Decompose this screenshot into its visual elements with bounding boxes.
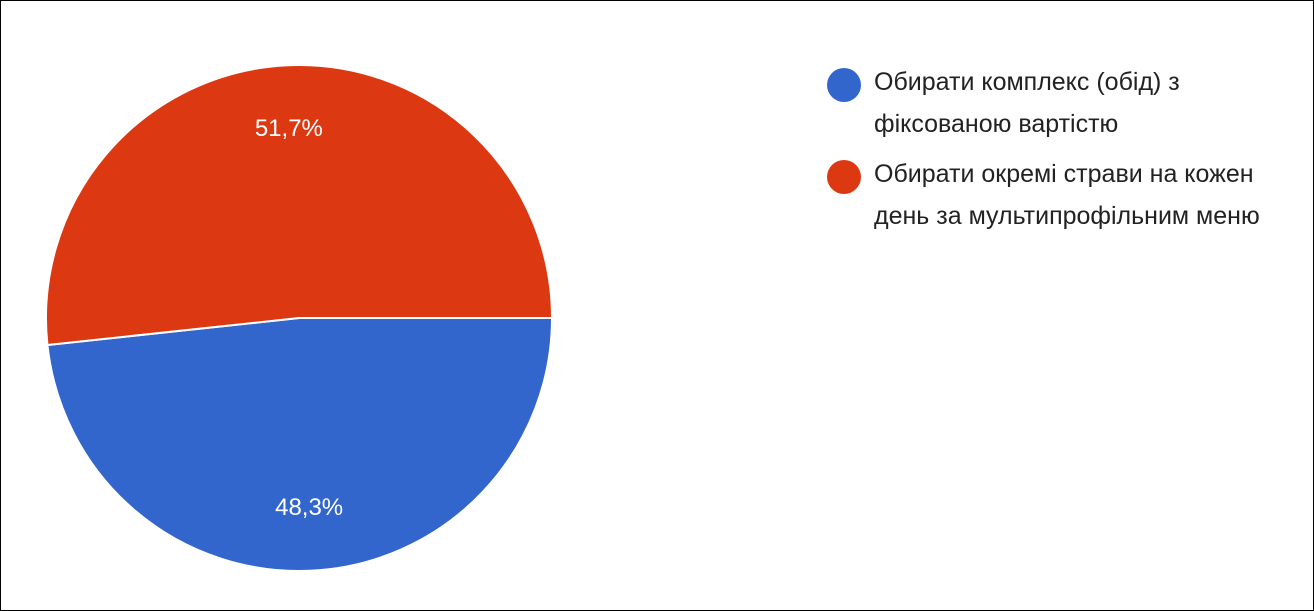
legend: Обирати комплекс (обід) з фіксованою вар… [827, 61, 1307, 245]
legend-swatch-fixed-complex [827, 68, 861, 102]
legend-item-fixed-complex[interactable]: Обирати комплекс (обід) з фіксованою вар… [827, 61, 1307, 145]
slice-separate-dishes[interactable] [45, 64, 554, 347]
legend-label-separate-dishes: Обирати окремі страви на кожен день за м… [874, 160, 1260, 230]
slice-fixed-complex[interactable] [46, 317, 554, 572]
legend-swatch-separate-dishes [827, 160, 861, 194]
slice-label-separate-dishes: 51,7% [255, 115, 323, 142]
slice-label-fixed-complex: 48,3% [275, 494, 343, 521]
legend-item-separate-dishes[interactable]: Обирати окремі страви на кожен день за м… [827, 153, 1307, 237]
legend-label-fixed-complex: Обирати комплекс (обід) з фіксованою вар… [874, 68, 1180, 138]
